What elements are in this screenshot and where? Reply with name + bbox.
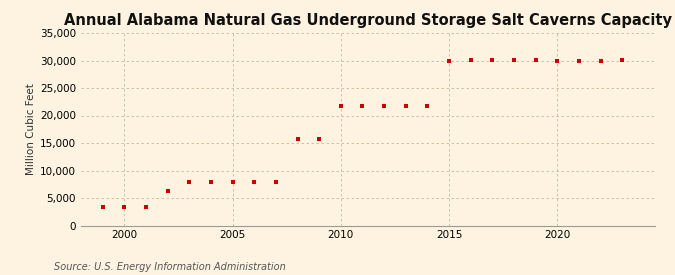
Point	[119, 205, 130, 210]
Point	[465, 58, 476, 62]
Y-axis label: Million Cubic Feet: Million Cubic Feet	[26, 83, 36, 175]
Text: Source: U.S. Energy Information Administration: Source: U.S. Energy Information Administ…	[54, 262, 286, 272]
Point	[162, 189, 173, 194]
Point	[271, 179, 281, 184]
Point	[314, 136, 325, 141]
Title: Annual Alabama Natural Gas Underground Storage Salt Caverns Capacity: Annual Alabama Natural Gas Underground S…	[64, 13, 672, 28]
Point	[292, 136, 303, 141]
Point	[400, 104, 411, 108]
Point	[617, 58, 628, 62]
Point	[552, 58, 563, 63]
Point	[595, 58, 606, 63]
Point	[335, 104, 346, 108]
Point	[574, 58, 585, 63]
Point	[227, 179, 238, 184]
Point	[249, 179, 260, 184]
Point	[509, 58, 520, 62]
Point	[205, 179, 216, 184]
Point	[184, 179, 194, 184]
Point	[379, 104, 389, 108]
Point	[357, 104, 368, 108]
Point	[531, 58, 541, 62]
Point	[487, 58, 497, 62]
Point	[140, 205, 151, 210]
Point	[422, 104, 433, 108]
Point	[443, 58, 454, 63]
Point	[97, 205, 108, 210]
